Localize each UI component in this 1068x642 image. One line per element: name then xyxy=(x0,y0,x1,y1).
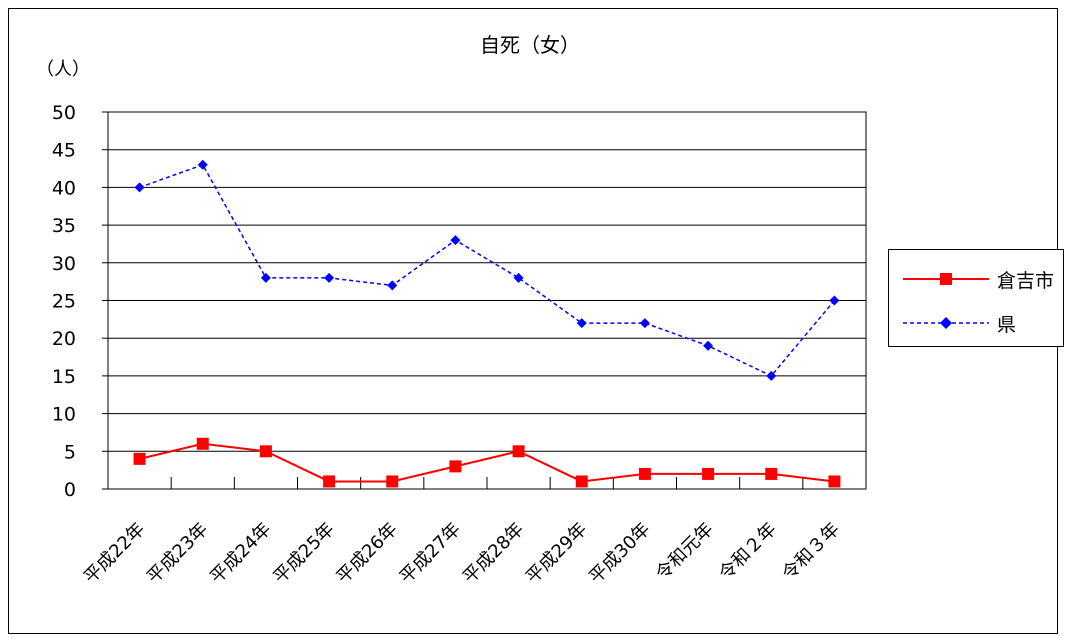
data-point xyxy=(638,467,651,480)
legend-label-prefecture: 県 xyxy=(997,314,1017,336)
y-tick-label: 50 xyxy=(52,102,76,124)
data-point xyxy=(134,182,145,193)
series-line-1 xyxy=(139,163,835,377)
data-point xyxy=(829,295,840,306)
data-point xyxy=(196,437,209,450)
x-tick-label: 平成24年 xyxy=(206,519,275,588)
x-tick-label: 令和３年 xyxy=(778,519,844,585)
data-point xyxy=(639,318,650,329)
data-point xyxy=(766,370,777,381)
data-point xyxy=(513,272,524,283)
data-point xyxy=(259,445,272,458)
x-tick-label: 令和元年 xyxy=(652,519,718,585)
y-tick-label: 15 xyxy=(52,366,76,388)
y-tick-label: 25 xyxy=(52,291,76,313)
data-point xyxy=(323,475,336,488)
legend-item-prefecture: 県 xyxy=(889,308,1065,338)
x-tick-label: 平成25年 xyxy=(269,519,338,588)
x-tick-label: 平成30年 xyxy=(585,519,654,588)
y-tick-label: 10 xyxy=(52,404,76,426)
data-point xyxy=(703,340,714,351)
data-point xyxy=(133,452,146,465)
data-point xyxy=(450,235,461,246)
data-point xyxy=(324,272,335,283)
series-layer xyxy=(133,159,841,488)
x-tick-label: 令和２年 xyxy=(715,519,781,585)
x-tick-label: 平成29年 xyxy=(522,519,591,588)
x-axis-ticks: 平成22年平成23年平成24年平成25年平成26年平成27年平成28年平成29年… xyxy=(80,477,844,588)
data-point xyxy=(702,467,715,480)
data-point xyxy=(449,460,462,473)
data-point xyxy=(575,475,588,488)
x-tick-label: 平成26年 xyxy=(333,519,402,588)
chart-title: 自死（女） xyxy=(480,33,580,57)
y-tick-label: 35 xyxy=(52,215,76,237)
legend-symbol-diamond xyxy=(903,317,989,329)
x-tick-label: 平成28年 xyxy=(459,519,528,588)
x-tick-label: 平成23年 xyxy=(143,519,212,588)
y-tick-label: 0 xyxy=(64,479,76,501)
gridlines xyxy=(108,149,866,452)
y-tick-label: 20 xyxy=(52,328,76,350)
legend-item-kurayoshi: 倉吉市 xyxy=(889,264,1065,294)
legend: 倉吉市 県 xyxy=(888,249,1064,347)
legend-symbol-square xyxy=(903,273,989,285)
x-tick-label: 平成27年 xyxy=(396,519,465,588)
data-point xyxy=(576,318,587,329)
series-1 xyxy=(134,159,840,381)
y-tick-label: 30 xyxy=(52,253,76,275)
series-line-0 xyxy=(139,442,835,483)
series-0 xyxy=(133,437,841,488)
data-point xyxy=(387,280,398,291)
data-point xyxy=(260,272,271,283)
y-axis-ticks: 0 5 10 15 20 25 30 35 40 45 50 xyxy=(52,102,108,501)
x-tick-label: 平成22年 xyxy=(80,519,149,588)
legend-label-kurayoshi: 倉吉市 xyxy=(997,270,1055,292)
y-tick-label: 5 xyxy=(64,441,76,463)
data-point xyxy=(828,475,841,488)
data-point xyxy=(512,445,525,458)
data-point xyxy=(197,159,208,170)
y-tick-label: 45 xyxy=(52,140,76,162)
y-tick-label: 40 xyxy=(52,177,76,199)
data-point xyxy=(386,475,399,488)
y-axis-label: （人） xyxy=(36,59,90,80)
data-point xyxy=(765,467,778,480)
